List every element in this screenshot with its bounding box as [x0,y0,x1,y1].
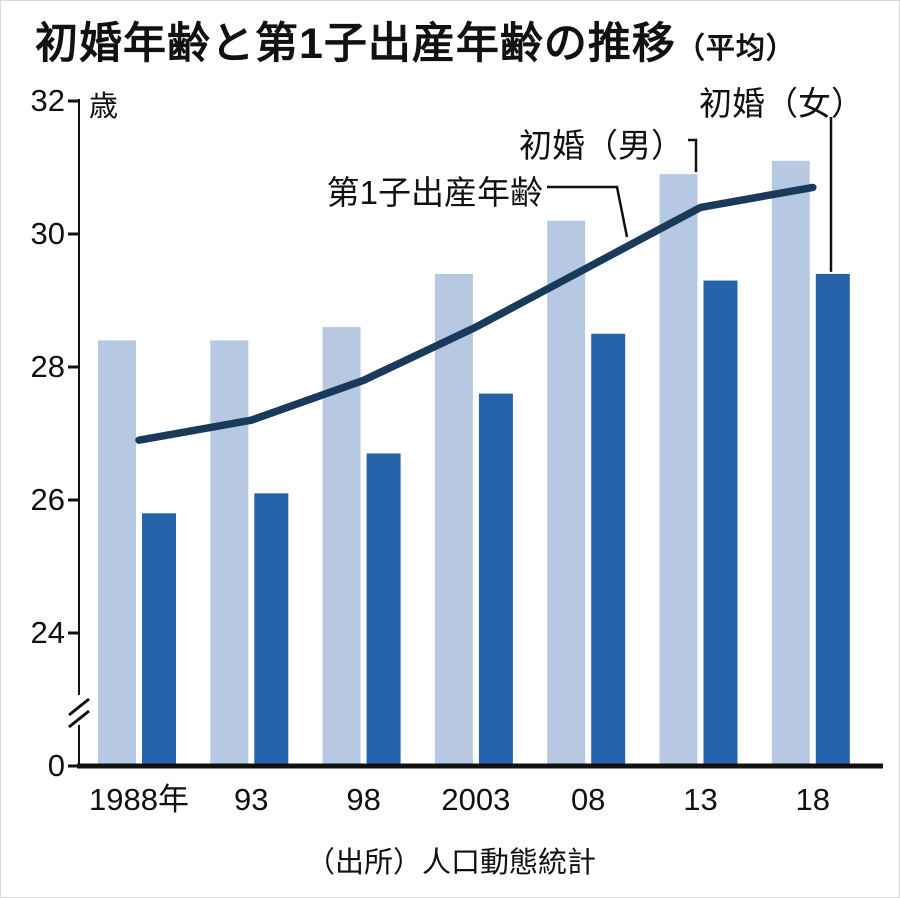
x-axis-label: 08 [570,782,606,817]
x-axis-label: 98 [346,782,381,817]
x-axis-label: 18 [795,782,831,817]
bar-first-marriage-male [98,340,136,766]
y-axis-tick-label: 26 [30,482,65,517]
annotation-connector-male [688,138,698,173]
annotation-first-marriage-female-label: 初婚（女） [699,85,864,122]
bar-first-marriage-male [659,174,698,766]
y-axis-tick-label: 24 [30,615,65,650]
bar-first-marriage-male [771,160,810,767]
x-axis-label: 2003 [441,782,511,817]
axis-break-mark [68,697,90,717]
bar-first-marriage-female [815,273,850,766]
bar-first-marriage-female [366,453,401,766]
x-axis-label: 13 [683,782,718,817]
bar-first-marriage-female [591,333,626,766]
chart-title-suffix: （平均） [675,33,796,65]
y-axis-tick-label: 0 [47,748,65,783]
bar-first-marriage-male [322,327,361,766]
source-note: （出所）人口動態統計 [305,847,596,879]
annotation-first-marriage-male-label: 初婚（男） [519,127,684,164]
bar-first-marriage-female [703,280,738,766]
line-first-birth-age [135,183,817,444]
bar-first-marriage-male [547,220,586,766]
bar-first-marriage-female [254,493,289,766]
axis-break-mark [68,709,90,729]
x-axis-label: 93 [234,782,269,817]
annotation-first-birth-age-label: 第1子出産年齢 [326,174,543,211]
y-axis-tick-label: 30 [30,216,65,251]
chart-title: 初婚年齢と第1子出産年齢の推移（平均） [35,9,796,71]
annotation-connector-first-birth [547,185,629,238]
y-axis-tick-label: 28 [30,349,65,384]
y-axis-tick-label: 32 [30,83,65,118]
x-axis-label: 1988年 [89,782,189,817]
bar-first-marriage-male [210,340,249,766]
bar-first-marriage-male [434,273,473,766]
y-axis-unit-label: 歳 [89,91,119,123]
bar-first-marriage-female [478,393,513,766]
bar-first-marriage-female [142,513,176,766]
chart-title-main: 初婚年齢と第1子出産年齢の推移 [35,20,676,68]
